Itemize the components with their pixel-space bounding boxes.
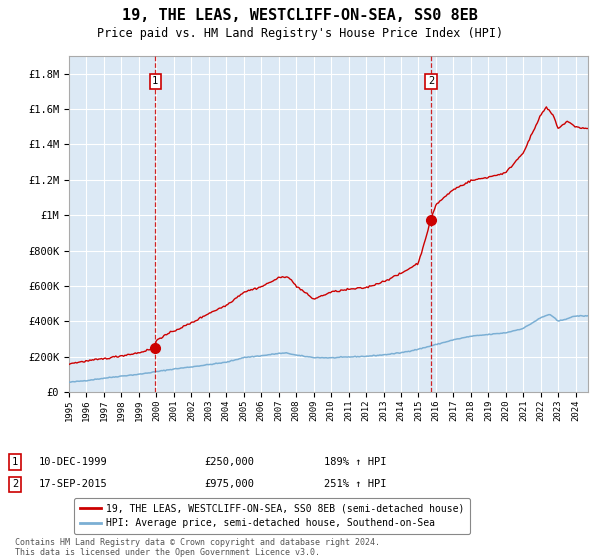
Text: 19, THE LEAS, WESTCLIFF-ON-SEA, SS0 8EB: 19, THE LEAS, WESTCLIFF-ON-SEA, SS0 8EB <box>122 8 478 24</box>
Text: Price paid vs. HM Land Registry's House Price Index (HPI): Price paid vs. HM Land Registry's House … <box>97 27 503 40</box>
Text: 2: 2 <box>428 76 434 86</box>
Legend: 19, THE LEAS, WESTCLIFF-ON-SEA, SS0 8EB (semi-detached house), HPI: Average pric: 19, THE LEAS, WESTCLIFF-ON-SEA, SS0 8EB … <box>74 498 470 534</box>
Text: Contains HM Land Registry data © Crown copyright and database right 2024.
This d: Contains HM Land Registry data © Crown c… <box>15 538 380 557</box>
Text: 251% ↑ HPI: 251% ↑ HPI <box>324 479 386 489</box>
Text: 2: 2 <box>12 479 18 489</box>
Text: 189% ↑ HPI: 189% ↑ HPI <box>324 457 386 467</box>
Text: 17-SEP-2015: 17-SEP-2015 <box>39 479 108 489</box>
Text: 10-DEC-1999: 10-DEC-1999 <box>39 457 108 467</box>
Text: 1: 1 <box>12 457 18 467</box>
Text: £975,000: £975,000 <box>204 479 254 489</box>
Text: £250,000: £250,000 <box>204 457 254 467</box>
Text: 1: 1 <box>152 76 158 86</box>
